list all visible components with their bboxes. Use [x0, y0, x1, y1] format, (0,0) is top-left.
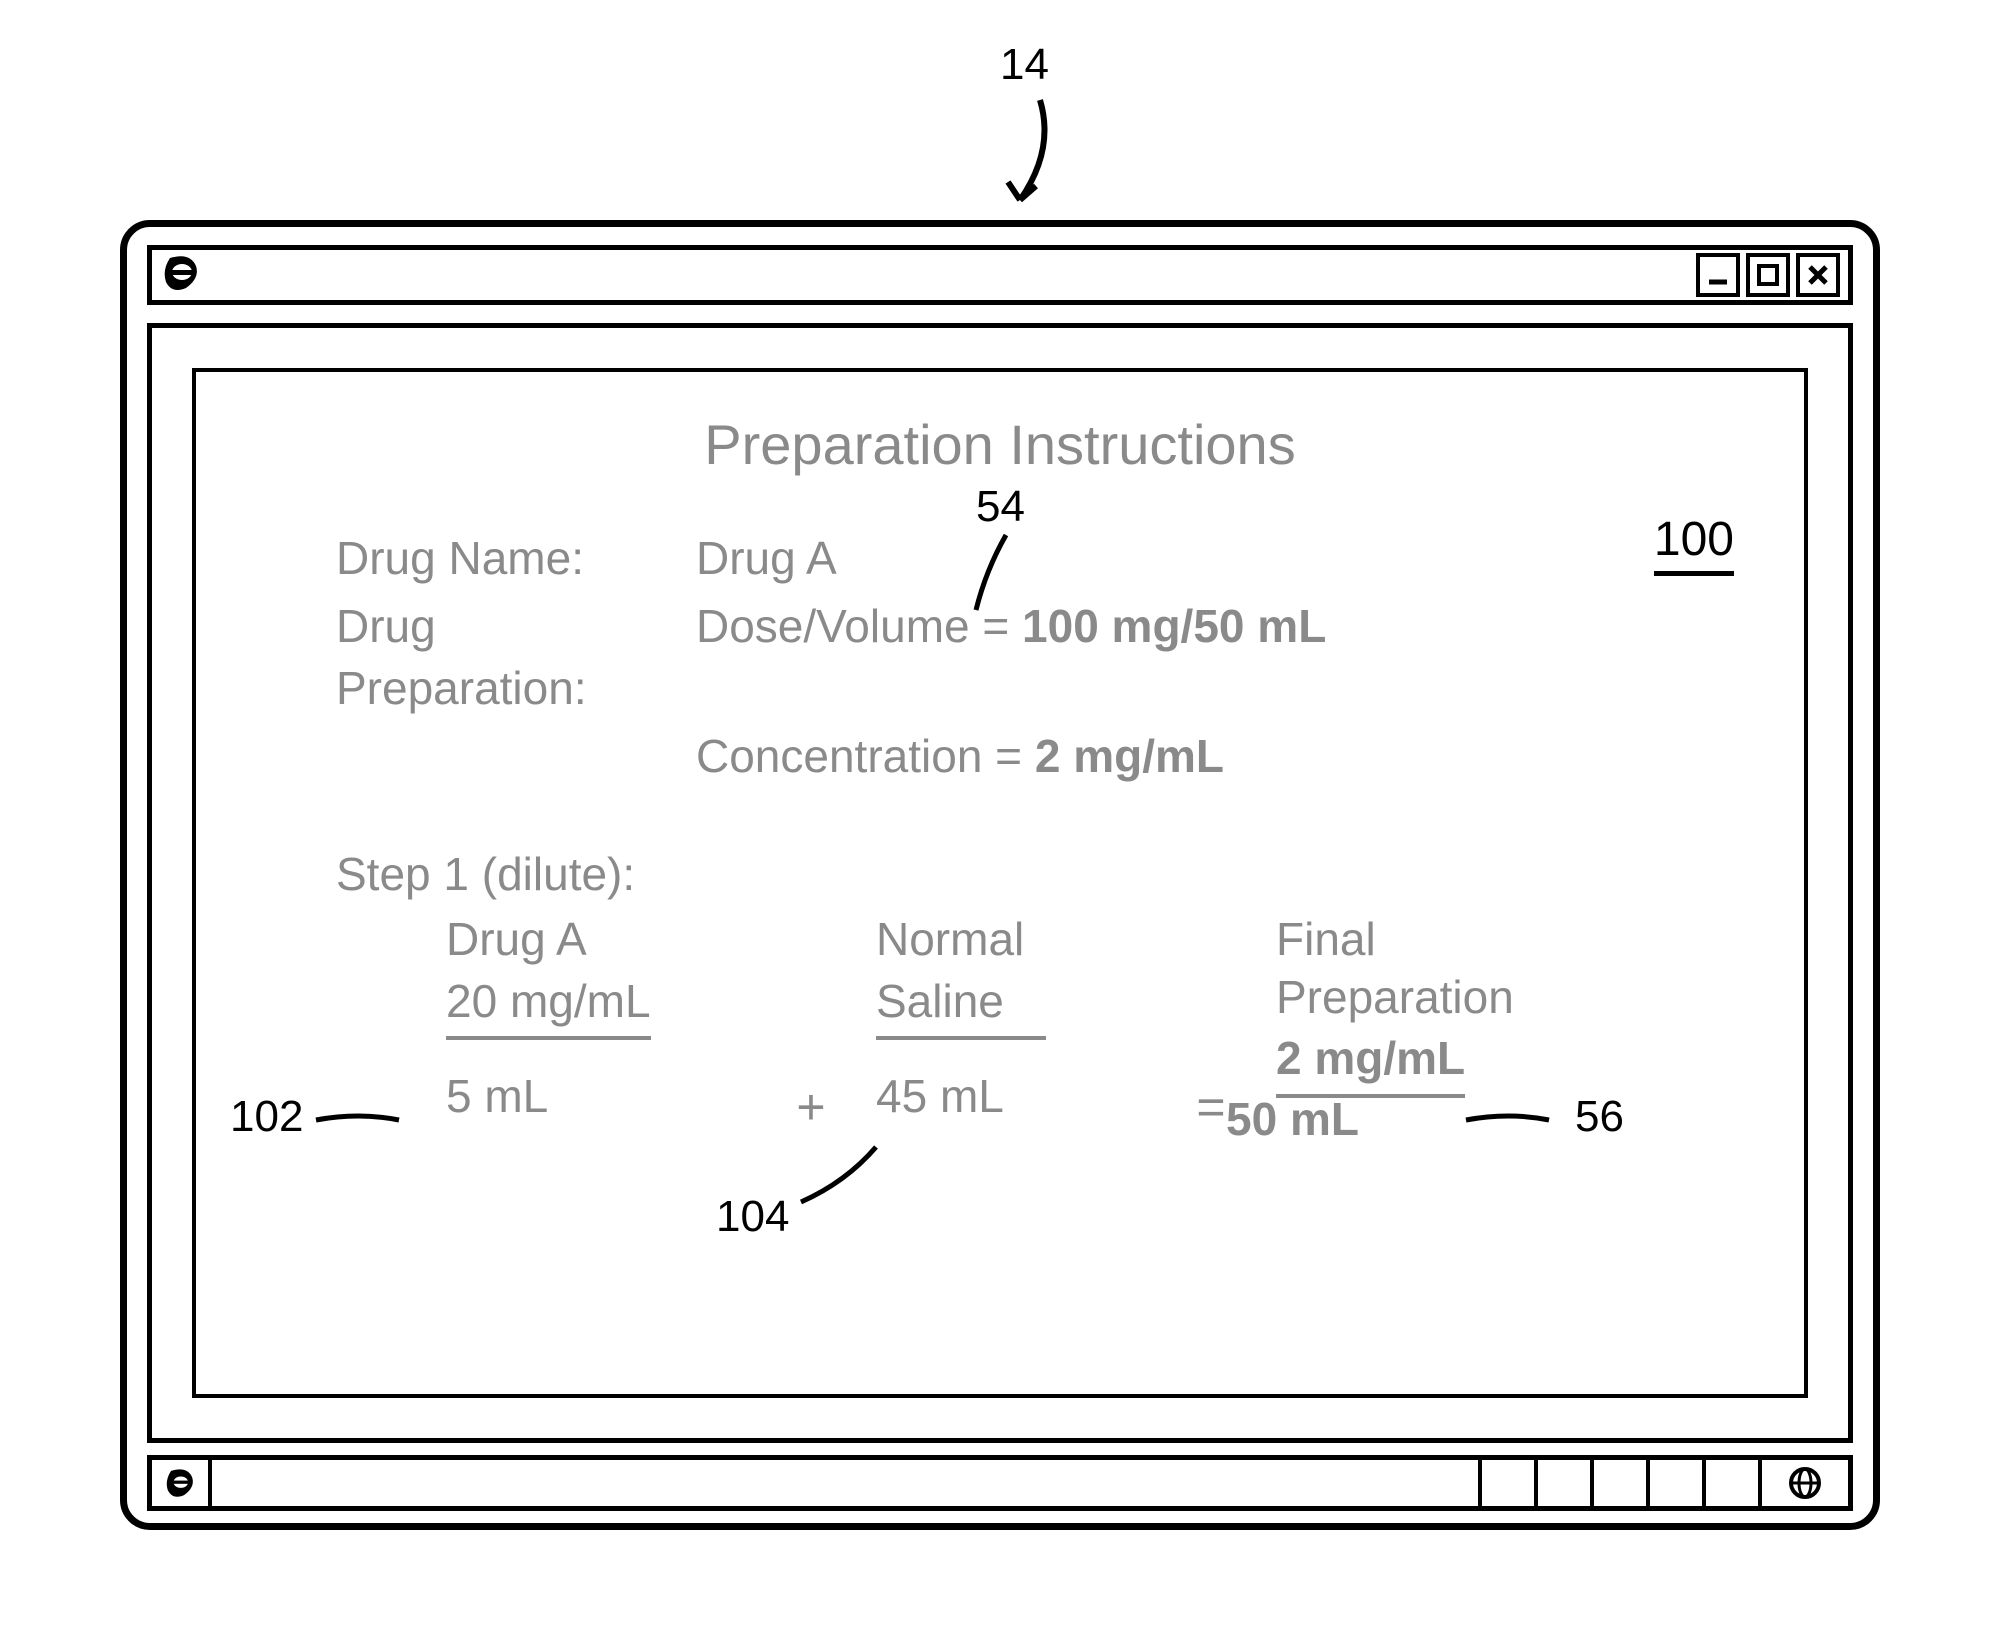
col1-line1: Drug A — [446, 911, 746, 969]
leader-104 — [796, 1142, 896, 1212]
leader-54 — [966, 530, 1046, 620]
status-pane-1 — [1478, 1460, 1534, 1506]
statusbar — [147, 1455, 1853, 1511]
ie-status-icon — [152, 1460, 212, 1506]
panel-title: Preparation Instructions — [256, 412, 1744, 477]
status-pane-4 — [1646, 1460, 1702, 1506]
col2-line1: Normal — [876, 911, 1146, 969]
col1-amount: 5 mL — [446, 1068, 746, 1126]
col3-line2: Preparation — [1276, 969, 1576, 1027]
titlebar — [147, 245, 1853, 305]
callout-14: 14 — [1000, 40, 1049, 90]
drug-name-label: Drug Name: — [336, 527, 696, 589]
drug-name-value: Drug A — [696, 527, 837, 589]
close-button[interactable] — [1796, 253, 1840, 297]
column-drug: Drug A 20 mg/mL 5 mL — [446, 911, 746, 1126]
col2-amount: 45 mL — [876, 1068, 1146, 1126]
col1-line2: 20 mg/mL — [446, 973, 651, 1041]
col2-line2: Saline — [876, 973, 1046, 1041]
browser-window: Preparation Instructions 100 Drug Name: … — [120, 220, 1880, 1530]
callout-102: 102 — [230, 1092, 303, 1142]
leader-56 — [1464, 1110, 1554, 1130]
column-saline: Normal Saline 45 mL — [876, 911, 1146, 1126]
callout-104: 104 — [716, 1192, 789, 1242]
ie-logo-icon — [160, 252, 202, 299]
status-pane-3 — [1590, 1460, 1646, 1506]
step-label: Step 1 (dilute): — [336, 847, 1744, 901]
concentration-prefix: Concentration = — [696, 730, 1035, 782]
leader-102 — [314, 1110, 404, 1130]
callout-56: 56 — [1575, 1092, 1624, 1142]
minimize-button[interactable] — [1696, 253, 1740, 297]
callout-54: 54 — [976, 482, 1025, 532]
window-controls — [1696, 253, 1840, 297]
col3-amount: 50 mL — [1226, 1092, 1359, 1146]
step-1: Step 1 (dilute): Drug A 20 mg/mL 5 mL + … — [336, 847, 1744, 1139]
plus-sign: + — [746, 911, 876, 1139]
dose-volume-value: 100 mg/50 mL — [1022, 600, 1326, 652]
status-pane-5 — [1702, 1460, 1758, 1506]
globe-icon — [1758, 1460, 1848, 1506]
status-pane-2 — [1534, 1460, 1590, 1506]
arrow-14 — [980, 90, 1100, 230]
instructions-panel: Preparation Instructions 100 Drug Name: … — [192, 368, 1808, 1398]
maximize-button[interactable] — [1746, 253, 1790, 297]
col3-line1: Final — [1276, 911, 1576, 969]
drug-prep-label: Drug Preparation: — [336, 595, 696, 719]
content-frame: Preparation Instructions 100 Drug Name: … — [147, 323, 1853, 1443]
callout-100: 100 — [1654, 512, 1734, 576]
concentration-value: 2 mg/mL — [1035, 730, 1224, 782]
